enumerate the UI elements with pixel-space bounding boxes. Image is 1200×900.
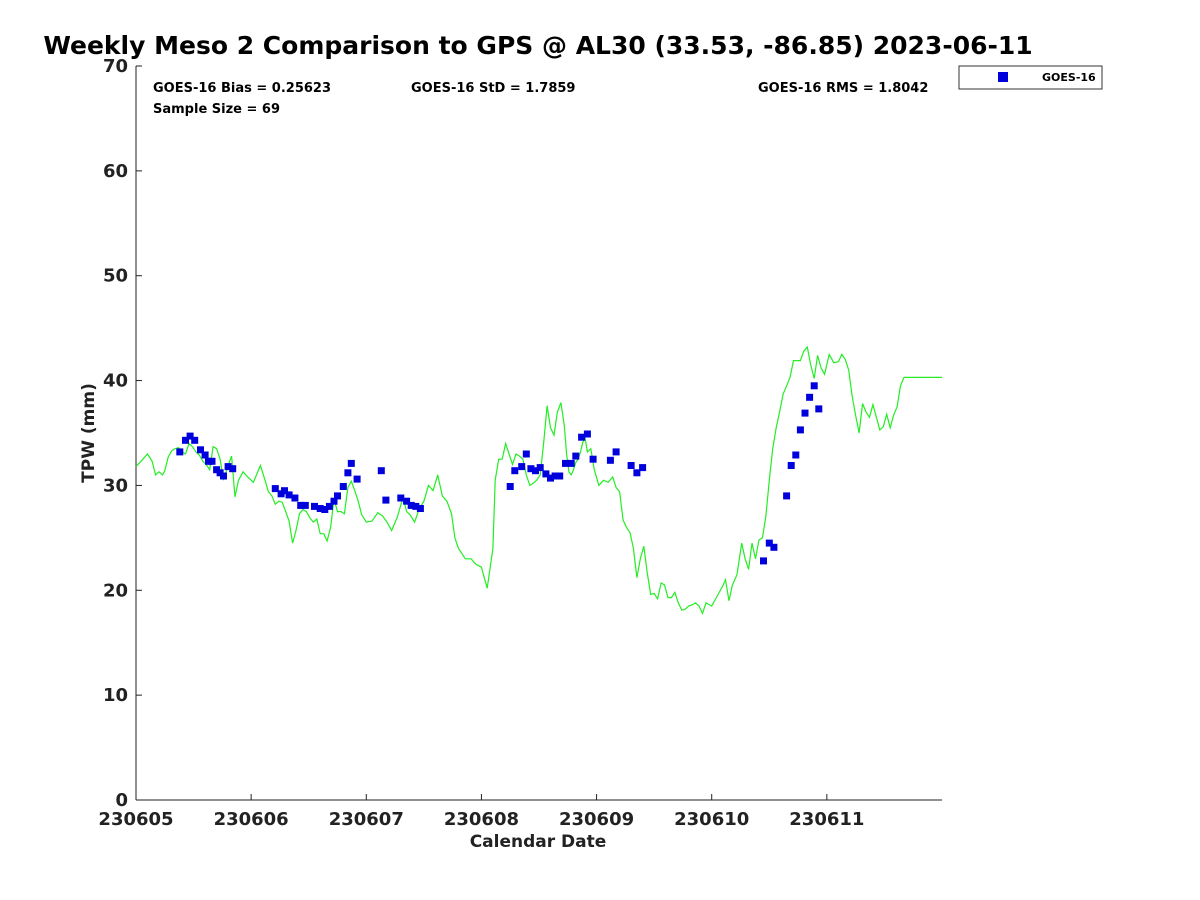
goes16-point	[527, 465, 535, 473]
goes16-point	[285, 491, 293, 499]
goes16-point	[536, 464, 544, 472]
goes16-point	[311, 502, 318, 510]
goes16-point	[382, 496, 390, 504]
goes16-point	[578, 433, 586, 441]
goes16-point	[301, 501, 309, 509]
x-tick-label: 230607	[329, 809, 404, 830]
goes16-point	[810, 382, 818, 390]
goes16-point	[330, 497, 338, 505]
goes16-point	[556, 472, 564, 480]
goes16-point	[297, 501, 305, 509]
goes16-point	[518, 463, 526, 471]
goes16-point	[806, 393, 814, 401]
goes16-point	[224, 463, 232, 471]
goes16-point	[229, 465, 237, 473]
goes16-point	[334, 492, 341, 500]
goes16-point	[547, 474, 554, 482]
goes16-point	[562, 459, 569, 467]
chart-title: Weekly Meso 2 Comparison to GPS @ AL30 (…	[43, 31, 1032, 60]
goes16-point	[397, 494, 405, 502]
goes16-point	[271, 485, 279, 493]
legend-marker	[998, 72, 1008, 82]
goes16-point	[532, 467, 539, 475]
gps-tpw-line	[135, 345, 942, 616]
y-tick-label: 40	[103, 371, 128, 392]
goes16-point	[792, 451, 800, 459]
goes16-point	[208, 457, 216, 465]
goes16-point	[612, 448, 620, 456]
legend: GOES-16	[958, 65, 1103, 90]
goes16-point	[339, 483, 347, 490]
goes16-point	[377, 467, 385, 475]
goes16-point	[281, 487, 288, 495]
y-tick-label: 70	[103, 56, 128, 77]
series-layer	[135, 345, 942, 616]
goes16-point	[627, 462, 635, 469]
goes16-point	[567, 459, 575, 467]
legend-box	[958, 65, 1103, 90]
goes16-point	[770, 543, 778, 551]
goes16-point	[765, 539, 773, 547]
sample-size-stat: Sample Size = 69	[153, 102, 280, 117]
goes16-point	[407, 501, 415, 509]
x-tick-label: 230610	[674, 809, 749, 830]
goes16-point	[787, 462, 795, 469]
x-tick-group: 230605 230606 230607 230608 230609 230610 2306…	[98, 794, 864, 830]
goes16-point	[801, 409, 809, 417]
goes16-point	[416, 505, 424, 512]
y-tick-label: 50	[103, 266, 128, 287]
goes16-point	[796, 426, 804, 434]
y-tick-label: 0	[115, 790, 128, 811]
goes16-point	[633, 469, 641, 477]
x-tick-label: 230605	[98, 809, 173, 830]
goes16-point	[589, 455, 597, 463]
goes16-point	[583, 430, 591, 438]
goes16-point	[316, 505, 324, 512]
rms-stat: GOES-16 RMS = 1.8042	[758, 81, 928, 96]
goes16-point	[572, 452, 580, 460]
goes16-point	[606, 456, 614, 464]
std-stat: GOES-16 StD = 1.7859	[411, 81, 575, 96]
goes16-point	[325, 502, 333, 510]
x-tick-label: 230606	[214, 809, 289, 830]
goes16-point	[412, 502, 420, 510]
goes16-point	[353, 475, 361, 483]
goes16-point	[182, 436, 189, 444]
goes16-point	[220, 472, 227, 480]
x-tick-label: 230608	[444, 809, 519, 830]
goes16-point	[186, 432, 194, 440]
goes16-point	[347, 459, 355, 467]
y-tick-label: 30	[103, 475, 128, 496]
goes16-point	[403, 497, 411, 505]
goes16-point	[201, 451, 209, 459]
goes16-point	[291, 494, 299, 502]
bias-stat: GOES-16 Bias = 0.25623	[153, 81, 331, 96]
goes16-point	[815, 405, 823, 413]
goes16-point	[551, 472, 559, 480]
y-tick-label: 20	[103, 580, 128, 601]
legend-label: GOES-16	[1042, 71, 1096, 84]
y-tick-label: 10	[103, 685, 128, 706]
goes16-point	[197, 446, 204, 454]
plot-axes	[135, 66, 942, 801]
goes16-point	[176, 448, 184, 456]
goes16-point	[191, 436, 199, 444]
goes16-point	[760, 557, 767, 565]
goes16-point	[783, 492, 791, 500]
goes16-point	[522, 450, 530, 458]
goes16-point	[321, 506, 329, 513]
x-axis-label: Calendar Date	[470, 832, 607, 852]
x-tick-label: 230609	[559, 809, 634, 830]
y-tick-label: 60	[103, 161, 128, 182]
y-tick-group: 0 10 20 30 40 50 60 70	[103, 56, 142, 811]
x-tick-label: 230611	[789, 809, 864, 830]
goes16-point	[511, 467, 519, 475]
goes16-point	[542, 470, 550, 478]
goes16-point	[506, 483, 514, 490]
y-axis-label: TPW (mm)	[79, 383, 99, 483]
goes16-point	[344, 469, 352, 477]
goes16-point	[639, 464, 647, 472]
